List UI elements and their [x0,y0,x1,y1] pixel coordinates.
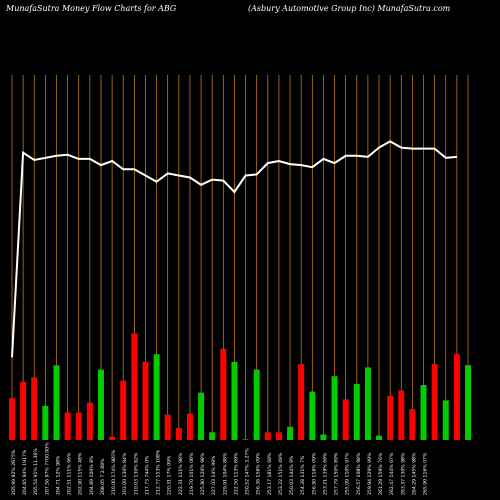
x-tick-label: 259.94 129% 99% [367,452,373,495]
money-flow-bar [220,348,227,440]
chart-title: MunafaSutra Money Flow Charts for ABG [6,4,177,13]
x-tick-label: 220.31 17% 09% [167,455,173,495]
x-tick-label: 254.28 131% 7% [300,455,306,495]
money-flow-bar [320,434,327,440]
x-tick-label: 257.79 150% 89% [334,452,340,495]
money-flow-bar [275,432,282,440]
money-flow-bar [387,396,394,440]
money-flow-bar [198,392,205,440]
money-flow-bar [331,376,338,440]
x-tick-label: 219.70 101% 08% [189,452,195,495]
money-flow-bar [442,400,449,440]
money-flow-bar [231,361,238,440]
x-tick-label: 253.22 151% 49% [278,452,284,495]
money-flow-bar [342,399,349,440]
x-tick-label: 222.31 111% 98% [178,452,184,495]
x-tick-label: 210.00 174% 985% [111,449,117,495]
x-tick-label: 263.37 130% 98% [400,452,406,495]
money-flow-bar [398,390,405,440]
money-flow-bar [164,414,171,440]
money-flow-bar [431,364,438,440]
money-flow-bar [175,427,182,440]
x-tick-label: 207.56 97% 7700.00% [44,442,50,495]
x-tick-label: 256.36 156% 09% [256,452,262,495]
money-flow-bar [253,369,260,440]
money-flow-bar [209,432,216,440]
grid-lines [11,75,469,440]
money-flow-bar [53,365,60,440]
x-tick-label: 217.73 744% 0% [144,455,150,495]
x-tick-label: 202.90 115% 48% [78,452,84,495]
money-flow-bar [465,365,471,440]
money-flow-bar [186,413,193,440]
money-flow-bars [9,333,471,440]
money-flow-bar [97,369,104,440]
money-flow-bar [364,367,371,440]
x-tick-label: 203.00 130% 84% [122,452,128,495]
x-tick-label: 212.77 153% 108% [156,449,162,495]
money-flow-bar [42,405,49,440]
x-tick-label: 250.52 147% 3.27% [245,448,251,495]
money-flow-bar [142,361,149,440]
money-flow-bar [86,402,93,440]
money-flow-bar [264,432,271,440]
x-tick-label: 262.47 144% 67% [389,452,395,495]
x-tick-label: 205.99 92% 2875% [11,449,17,495]
x-tick-label: 205.54 91% 11.36% [33,448,39,495]
x-tick-label: 265.90 116% 07% [423,452,429,495]
money-flow-bar [9,398,15,440]
x-tick-label: 204.65 94% 1917% [22,449,28,495]
x-tick-label: 204.89 100% 8% [89,455,95,495]
money-flow-bar [453,354,460,440]
x-tick-label: 261.29 159% 76% [378,452,384,495]
x-tick-label: 229.91 104% 88% [222,452,228,495]
x-tick-label: 250.03 144% 9% [289,455,295,495]
money-flow-bar [31,377,38,440]
money-flow-bar [109,436,116,440]
x-tick-label: 208.05 7 2.88% [100,458,106,495]
x-tick-label: 256.90 116% 09% [311,452,317,495]
money-flow-bar [75,412,82,440]
x-tick-label: 204.71 12% 98% [55,455,61,495]
money-flow-bar [20,381,27,440]
x-tick-label: 210.03 130% 82% [133,452,139,495]
price-line-group [11,140,457,358]
money-flow-bar [287,426,294,440]
money-flow-bar [309,391,316,440]
money-flow-bar [420,385,427,440]
money-flow-bar [120,380,127,440]
money-flow-bar [376,435,383,440]
x-tick-label: 227.03 14% 99% [211,455,217,495]
money-flow-bar [409,409,416,440]
x-tick-label: 253.21 139% 69% [322,452,328,495]
x-tick-label: 253.17 181% 69% [267,452,273,495]
x-tick-label: 264.29 145% 98% [411,452,417,495]
price-line [11,140,457,358]
x-tick-label: 255.09 110% 97% [345,452,351,495]
x-tick-label: 225.80 120% 98% [200,452,206,495]
x-tick-label: 202.51 111% 96% [67,452,73,495]
x-tick-label: 256.57 108% 98% [356,452,362,495]
money-flow-bar [131,333,138,440]
money-flow-bar [64,412,71,440]
money-flow-bar [242,438,249,440]
money-flow-bar [298,364,305,440]
money-flow-bar [353,383,360,440]
x-tick-label: 222.50 113% 89% [233,452,239,495]
x-tick-labels: 205.99 92% 2875% 204.65 94% 1917% 205.54 9… [11,442,429,495]
money-flow-bar [153,354,160,440]
chart-subtitle: (Asbury Automotive Group Inc) MunafaSutr… [248,4,451,13]
